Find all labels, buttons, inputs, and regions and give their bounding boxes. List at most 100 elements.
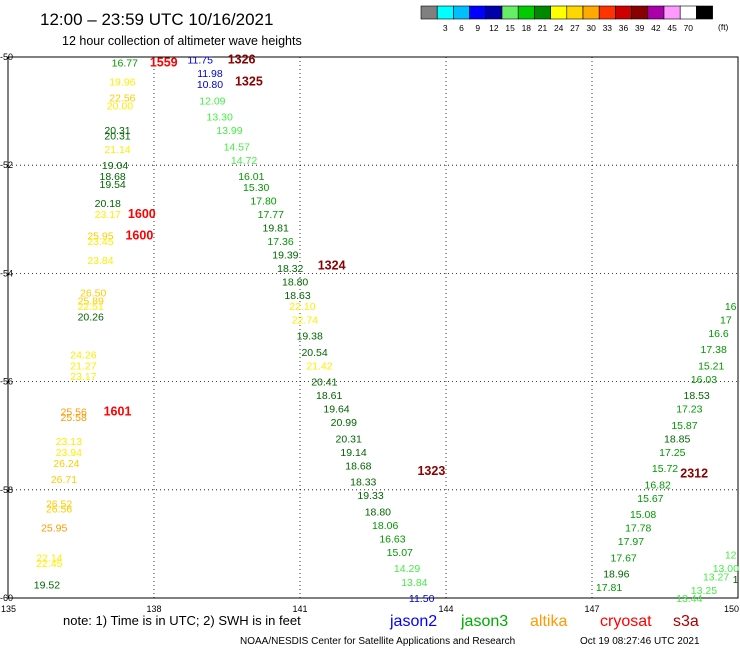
lat-tick-label: -58 [0,485,13,495]
wave-height-label: 18.96 [603,569,629,581]
wave-height-label: 13.84 [401,577,427,589]
legend-swatch [485,5,503,20]
wave-height-label: 22.56 [109,93,135,105]
satellite-name-cryosat: cryosat [600,613,652,630]
wave-height-label: 26.50 [80,287,106,299]
wave-height-label: 11.75 [187,55,213,67]
wave-height-label: 15.72 [652,463,678,475]
wave-height-label: 11.98 [197,68,223,80]
wave-height-label: 17.67 [610,552,636,564]
wave-height-label: 14.72 [231,155,257,167]
color-legend: 3 6 9 12 15 18 21 24 27 30 33 36 39 42 45 70 [420,5,713,33]
wave-height-label: 23.45 [87,236,113,248]
lon-tick-label: 144 [438,604,453,614]
wave-height-label: 13.00 [713,563,739,575]
wave-height-label: 24.26 [70,350,96,362]
wave-height-label: 19.52 [34,579,60,591]
wave-height-label: 16.77 [112,57,138,69]
footer-timestamp: Oct 19 08:27:46 UTC 2021 [580,636,700,647]
footer-credit: NOAA/NESDIS Center for Satellite Applica… [240,636,515,647]
legend-swatch [550,5,568,20]
wave-height-label: 19.33 [357,490,383,502]
wave-height-label: 20.26 [78,312,104,324]
legend-swatch [631,5,649,20]
legend-unit: (ft) [718,22,729,32]
legend-swatch [679,5,697,20]
wave-height-label: 13.30 [207,112,233,124]
wave-height-label: 16.82 [645,479,671,491]
wave-height-label: 18.80 [282,277,308,289]
lon-tick-label: 147 [584,604,599,614]
map-frame [7,56,739,599]
lon-tick-label: 138 [146,604,161,614]
wave-height-label: 23.94 [56,447,82,459]
wave-height-label: 22.45 [36,558,62,570]
satellite-name-jason3: jason3 [460,613,508,630]
legend-swatch [501,5,519,20]
wave-height-label: 18.32 [277,263,303,275]
page-subtitle: 12 hour collection of altimeter wave hei… [62,34,302,48]
legend-label: 45 [667,23,677,33]
pass-number-label: 1600 [128,207,156,221]
wave-height-label: 13.99 [216,125,242,137]
wave-height-label: 16.01 [238,171,264,183]
wave-height-label: 25.58 [61,412,87,424]
pass-number-label: 1326 [228,53,256,67]
satellite-name-altika: altika [530,613,567,630]
wave-height-label: 17.36 [267,236,293,248]
legend-label: 3 [443,23,448,33]
wave-height-label: 20.41 [311,377,337,389]
wave-height-label: 19.64 [323,404,349,416]
wave-height-label: 21.27 [70,360,96,372]
legend-label: 36 [619,23,629,33]
wave-height-labels: 16.7719.9622.5620.0020.3120.3121.1419.04… [34,55,739,605]
lat-tick-label: -56 [0,377,13,387]
wave-height-label: 19.81 [263,222,289,234]
wave-height-label: 19.39 [272,249,298,261]
wave-height-label: 20.18 [95,198,121,210]
wave-height-label: 22.10 [289,301,315,313]
legend-label: 15 [505,23,515,33]
wave-height-label: 26.24 [53,458,79,470]
pass-number-label: 1601 [104,404,132,418]
wave-height-label: 20.00 [107,101,133,113]
wave-height-label: 17.25 [659,447,685,459]
wave-height-label: 15.67 [637,493,663,505]
pass-number-label: 1600 [125,229,153,243]
legend-label: 33 [603,23,613,33]
legend-swatch [469,5,487,20]
wave-height-label: 15.30 [243,182,269,194]
lon-tick-label: 150 [724,604,739,614]
wave-height-label: 19.14 [340,447,366,459]
wave-height-label: 17.97 [618,536,644,548]
wave-height-label: 17.78 [625,523,651,535]
legend-swatch [566,5,584,20]
wave-height-label: 17 [720,314,732,326]
wave-height-label: 16 [725,301,737,313]
wave-height-label: 18.06 [372,520,398,532]
wave-height-label: 23.84 [87,255,113,267]
wave-height-label: 1 [733,574,739,586]
wave-height-label: 25.95 [87,231,113,243]
wave-height-label: 17.77 [258,209,284,221]
legend-label: 39 [635,23,645,33]
legend-swatch [420,5,438,20]
legend-swatch [436,5,454,20]
legend-label: 12 [489,23,499,33]
legend-label: 9 [475,23,480,33]
lat-tick-label: -60 [0,593,13,603]
wave-height-label: 26.52 [46,498,72,510]
satellite-legend: jason2 jason3 altika cryosat s3a [389,613,699,630]
wave-height-label: 15.07 [387,547,413,559]
legend-swatch [696,5,713,20]
wave-height-label: 17.80 [250,195,276,207]
pass-number-label: 1324 [318,258,346,272]
wave-height-label: 18.68 [345,460,371,472]
wave-height-label: 15.08 [630,509,656,521]
wave-height-label: 12 [725,550,737,562]
wave-height-label: 18.68 [99,171,125,183]
wave-height-label: 17.23 [676,404,702,416]
legend-label: 24 [554,23,564,33]
page-title: 12:00 – 23:59 UTC 10/16/2021 [40,10,273,29]
